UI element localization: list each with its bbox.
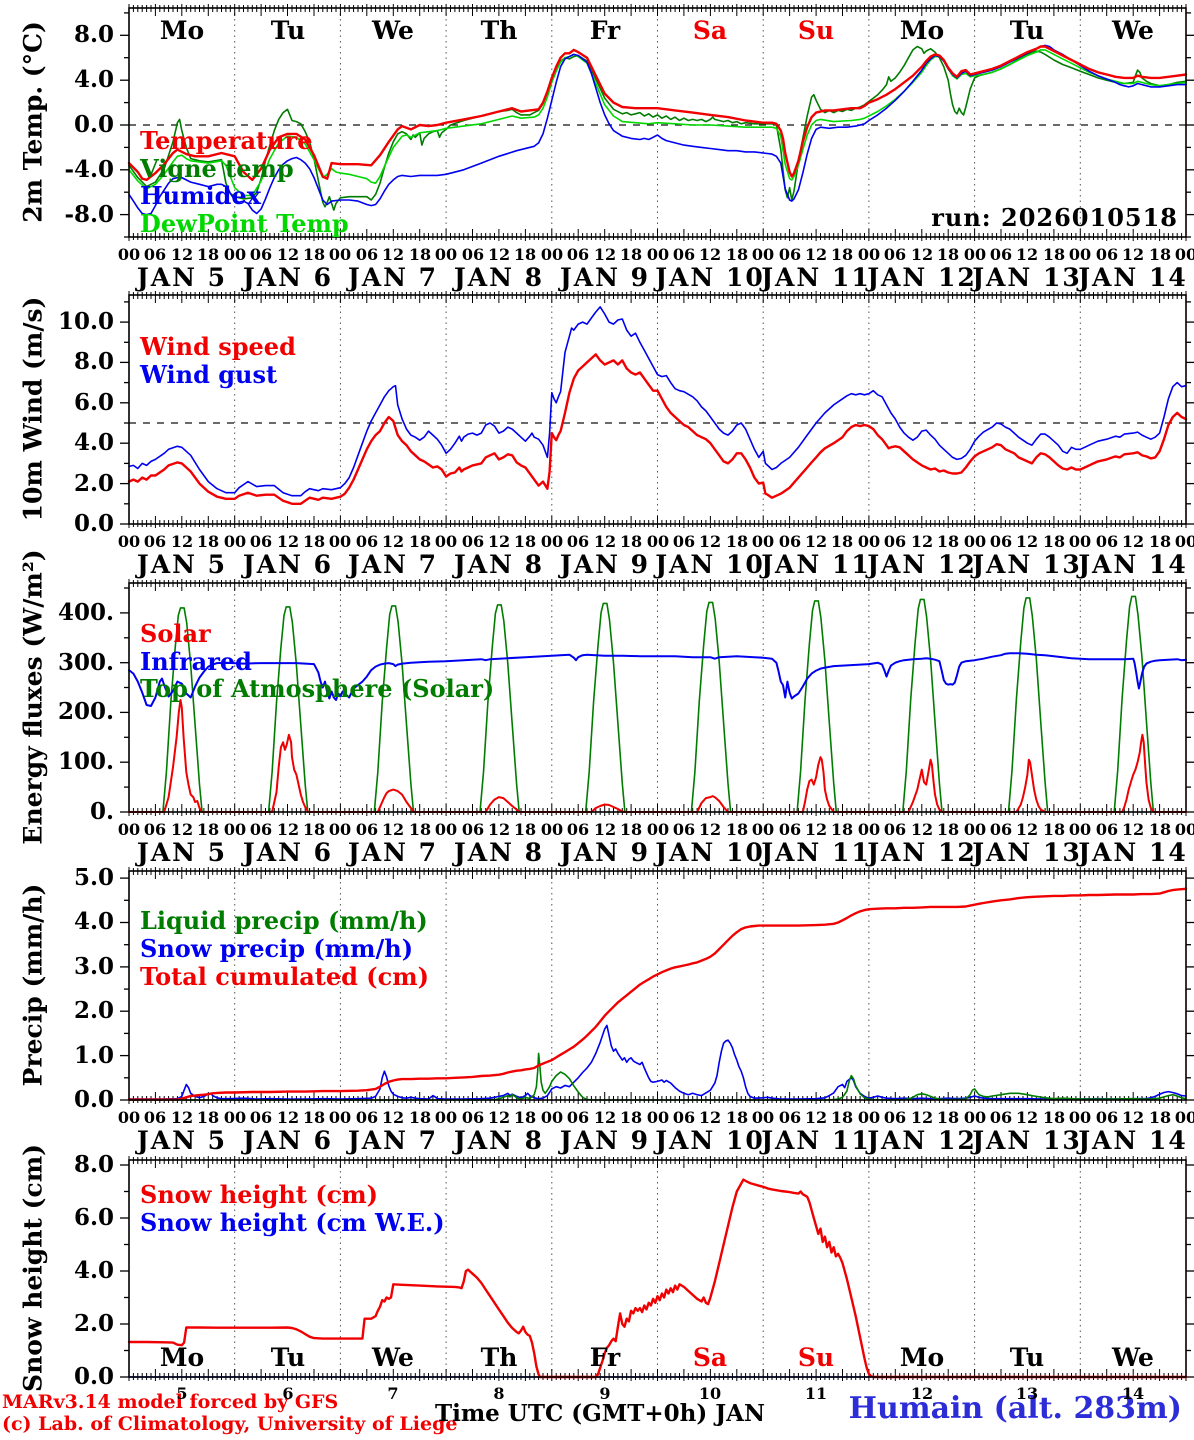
series-total-cumulated-cm [127, 887, 1188, 1101]
y-axis-title-energy: Energy fluxes (W/m²) [18, 549, 48, 845]
series-dewpoint-temp [128, 49, 1187, 197]
y-axis-title-temperature: 2m Temp. (°C) [18, 21, 48, 223]
panel-border [128, 7, 1187, 238]
series-snow-precip-mm-h [128, 1024, 1187, 1100]
panel-border [128, 870, 1187, 1101]
panel-border [128, 1159, 1187, 1378]
panel-border [128, 294, 1187, 525]
series-liquid-precip-mm-h [128, 1052, 1187, 1101]
series-wind-speed [127, 353, 1188, 505]
panel-border [128, 582, 1187, 813]
run-label: run: 2026010518 [931, 203, 1178, 232]
y-axis-title-wind: 10m Wind (m/s) [18, 296, 48, 522]
series-wind-gust [128, 306, 1187, 497]
series-infrared [128, 652, 1187, 707]
series-vigne-temp [128, 45, 1187, 211]
y-axis-title-precip: Precip (mm/h) [18, 883, 48, 1087]
series-snow-height-cm [127, 1178, 1188, 1379]
series-solar [128, 699, 1187, 813]
y-axis-title-snow: Snow height (cm) [18, 1144, 48, 1392]
series-temperature [127, 45, 1188, 182]
